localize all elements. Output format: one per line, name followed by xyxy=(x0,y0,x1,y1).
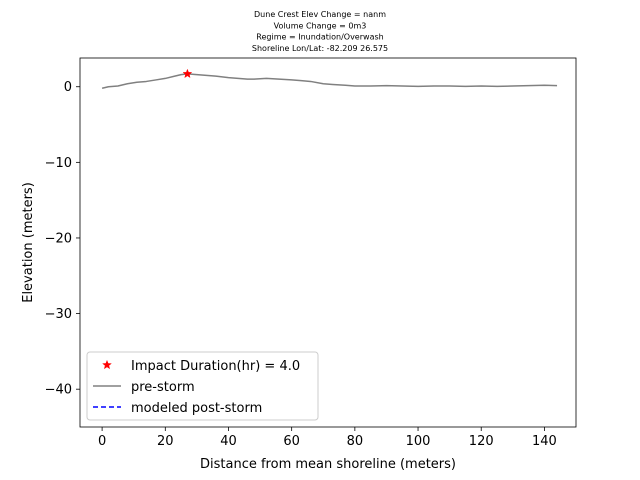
marker-layer xyxy=(182,68,193,79)
title-line-1: Volume Change = 0m3 xyxy=(274,21,367,30)
axes-frame xyxy=(79,57,577,428)
title-line-2: Regime = Inundation/Overwash xyxy=(256,33,383,42)
legend: Impact Duration(hr) = 4.0 pre-storm modele… xyxy=(86,351,319,421)
x-axis-ticks: 0 20 40 60 80 100 120 140 xyxy=(98,427,557,449)
title-line-0: Dune Crest Elev Change = nanm xyxy=(254,10,386,19)
x-tick-label: 80 xyxy=(347,434,364,449)
x-tick-label: 0 xyxy=(98,434,106,449)
y-tick-label: −10 xyxy=(45,156,72,171)
impact-marker xyxy=(182,68,193,79)
legend-label: modeled post-storm xyxy=(131,401,262,416)
series-line-0 xyxy=(101,73,558,89)
x-tick-label: 20 xyxy=(157,434,174,449)
series-layer xyxy=(101,73,558,89)
x-tick-label: 120 xyxy=(469,434,494,449)
y-tick-label: −30 xyxy=(45,307,72,322)
y-tick-label: −40 xyxy=(45,383,72,398)
title-line-3: Shoreline Lon/Lat: -82.209 26.575 xyxy=(252,44,388,53)
y-tick-label: −20 xyxy=(45,231,72,246)
y-axis-ticks: 0 −10 −20 −30 −40 xyxy=(45,80,80,398)
x-axis-label: Distance from mean shoreline (meters) xyxy=(200,457,456,472)
legend-handle-marker xyxy=(102,359,112,370)
legend-label: Impact Duration(hr) = 4.0 xyxy=(131,359,300,374)
x-tick-label: 140 xyxy=(532,434,557,449)
legend-label: pre-storm xyxy=(131,380,195,395)
x-tick-label: 100 xyxy=(406,434,431,449)
x-tick-label: 60 xyxy=(283,434,300,449)
y-axis-label: Elevation (meters) xyxy=(21,182,36,303)
x-tick-label: 40 xyxy=(220,434,237,449)
plot-area: 0 20 40 60 80 100 120 140 0 −10 −20 −30 −40 xyxy=(45,57,577,449)
chart-title: Dune Crest Elev Change = nanm Volume Chan… xyxy=(252,10,388,53)
y-tick-label: 0 xyxy=(64,80,72,95)
legend-box xyxy=(86,351,319,421)
